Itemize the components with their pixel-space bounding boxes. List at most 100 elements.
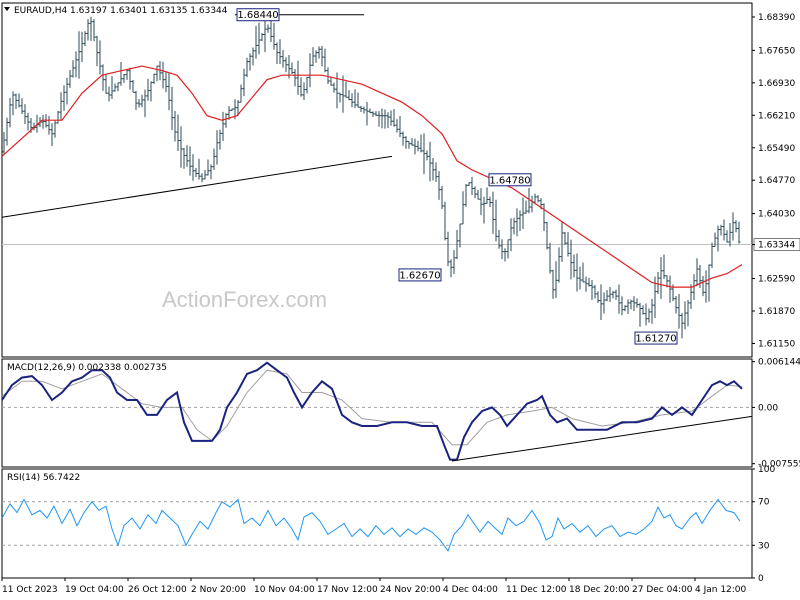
price-bar: [161, 61, 165, 89]
date-label: 4 Dec 04:00: [443, 585, 498, 595]
date-label: 4 Jan 12:00: [695, 585, 747, 595]
price-bar: [362, 106, 366, 114]
price-bar: [413, 138, 417, 155]
price-bar: [197, 158, 201, 180]
price-bar: [668, 275, 672, 303]
price-bar: [530, 195, 534, 213]
price-bar: [497, 229, 501, 249]
price-annotation-label: 1.64780: [489, 175, 530, 186]
price-bar: [548, 242, 552, 274]
price-bar: [377, 111, 381, 127]
price-bar: [314, 50, 318, 63]
price-bar: [203, 170, 207, 180]
price-bar: [650, 299, 654, 324]
price-bar: [704, 270, 708, 303]
price-bar: [263, 18, 267, 53]
price-bar: [146, 78, 150, 101]
price-bar: [602, 292, 606, 314]
price-bar: [2, 131, 6, 154]
price-bar: [14, 93, 18, 109]
macd-panel: [1, 358, 753, 468]
price-bar: [674, 296, 678, 314]
price-bar: [656, 272, 660, 294]
price-bar: [194, 167, 198, 178]
price-bar: [200, 173, 204, 183]
price-bar: [290, 62, 294, 75]
price-bar: [59, 92, 63, 121]
price-bar: [53, 120, 57, 138]
price-bar: [536, 195, 540, 203]
price-bar: [410, 137, 414, 146]
price-bar: [440, 186, 444, 210]
price-bar: [557, 247, 561, 283]
price-bar: [119, 62, 123, 86]
price-bar: [419, 134, 423, 153]
price-bar: [494, 199, 498, 242]
price-bar: [287, 55, 291, 79]
date-label: 18 Dec 20:00: [569, 585, 630, 595]
rsi-tick-label: 70: [758, 498, 770, 508]
price-bar: [563, 232, 567, 245]
price-bar: [272, 22, 276, 50]
price-bar: [662, 254, 666, 280]
price-bar: [74, 51, 78, 78]
price-tick-label: 1.65490: [758, 144, 795, 154]
price-bar: [167, 73, 171, 111]
price-bar: [683, 301, 687, 330]
price-bar: [431, 157, 435, 181]
price-bar: [65, 77, 69, 105]
price-bar: [44, 114, 48, 128]
price-tick-label: 1.66210: [758, 111, 795, 121]
price-bar: [185, 145, 189, 167]
price-bar: [473, 186, 477, 199]
price-bar: [101, 64, 105, 91]
price-bar: [143, 89, 147, 118]
price-bar: [524, 200, 528, 214]
price-bar: [368, 108, 372, 114]
price-bar: [77, 31, 81, 79]
price-bar: [344, 81, 348, 98]
macd-tick-label: 0.006144: [758, 358, 800, 368]
rsi-tick-label: 100: [758, 465, 775, 475]
macd-tick-label: 0.00: [758, 403, 778, 413]
price-bar: [620, 296, 624, 316]
price-bar: [719, 224, 723, 236]
moving-average-line: [1, 65, 743, 288]
price-bar: [176, 114, 180, 152]
price-bar: [266, 24, 270, 33]
price-bar: [512, 217, 516, 235]
price-bar: [374, 111, 378, 117]
price-bar: [251, 47, 255, 66]
price-bar: [437, 171, 441, 200]
price-bar: [17, 93, 21, 108]
price-annotation-box: [398, 268, 442, 282]
price-annotation-box: [634, 331, 678, 345]
price-bar: [428, 141, 432, 182]
price-bar: [269, 19, 273, 43]
price-bar: [644, 303, 648, 326]
price-bar: [575, 253, 579, 292]
price-bar: [578, 266, 582, 290]
price-bar: [737, 221, 741, 244]
price-bar: [605, 290, 609, 302]
price-bar: [476, 190, 480, 200]
price-bar: [173, 111, 177, 142]
price-bar: [635, 298, 639, 308]
price-bar: [593, 285, 597, 299]
price-annotation-label: 1.68440: [237, 10, 278, 21]
rsi-tick-label: 0: [758, 574, 764, 584]
price-bar: [554, 261, 558, 298]
dropdown-triangle-icon: [4, 7, 10, 11]
price-bar: [164, 71, 168, 93]
price-bar: [701, 276, 705, 297]
price-bar: [518, 210, 522, 231]
price-bar: [614, 289, 618, 300]
price-bar: [116, 82, 120, 92]
date-label: 27 Dec 04:00: [632, 585, 693, 595]
price-bar: [56, 110, 60, 124]
price-bar: [416, 140, 420, 152]
price-annotation: 1.68440: [236, 8, 280, 22]
date-label: 19 Oct 04:00: [65, 585, 124, 595]
price-bar: [389, 110, 393, 126]
price-tick-label: 1.63344: [758, 241, 795, 251]
